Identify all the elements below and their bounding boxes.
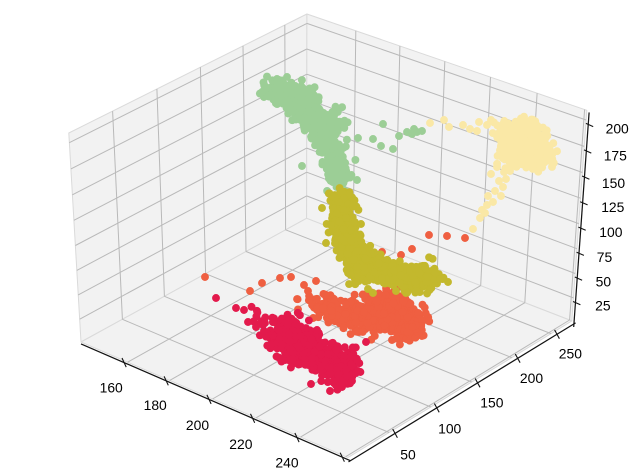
svg-text:100: 100 xyxy=(599,224,622,240)
svg-text:180: 180 xyxy=(144,397,167,413)
svg-text:240: 240 xyxy=(275,455,298,471)
svg-text:200: 200 xyxy=(606,120,629,136)
svg-text:200: 200 xyxy=(520,370,543,386)
svg-text:220: 220 xyxy=(229,436,252,452)
svg-text:250: 250 xyxy=(559,346,582,362)
svg-text:175: 175 xyxy=(604,148,627,164)
svg-text:100: 100 xyxy=(438,421,461,437)
svg-text:50: 50 xyxy=(400,447,416,463)
svg-text:150: 150 xyxy=(480,395,503,411)
svg-text:75: 75 xyxy=(597,249,613,265)
svg-text:125: 125 xyxy=(601,199,624,215)
svg-text:50: 50 xyxy=(596,274,612,290)
svg-text:150: 150 xyxy=(602,175,625,191)
svg-text:200: 200 xyxy=(186,417,209,433)
svg-text:25: 25 xyxy=(595,298,611,314)
svg-text:160: 160 xyxy=(100,380,123,396)
